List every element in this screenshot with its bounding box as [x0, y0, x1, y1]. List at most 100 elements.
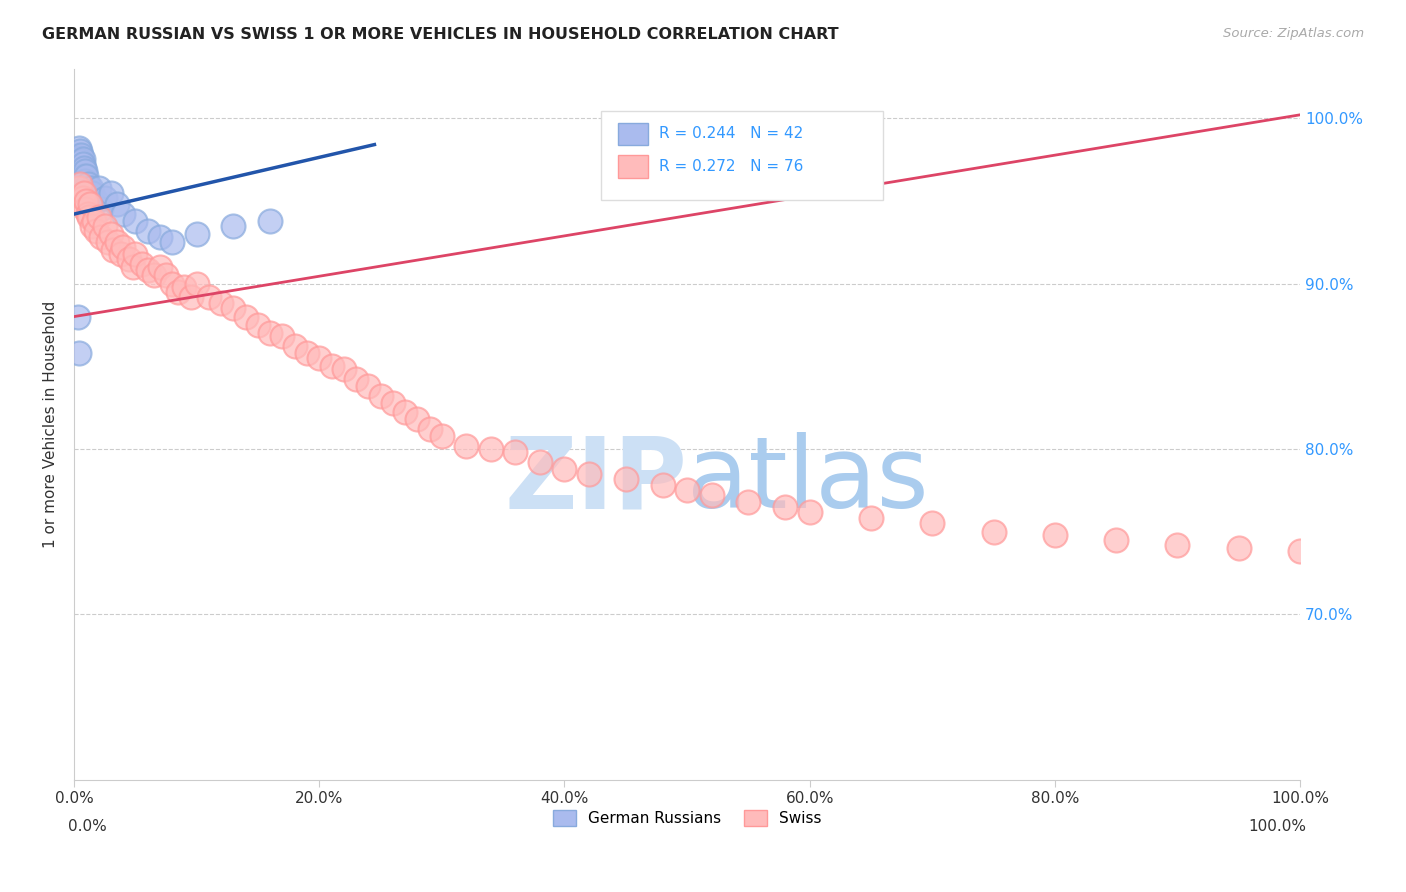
Point — [82, 186, 104, 200]
Point — [75, 180, 97, 194]
Point — [82, 219, 104, 233]
Point — [75, 174, 97, 188]
Point — [308, 351, 330, 365]
Point — [186, 277, 208, 291]
Text: Source: ZipAtlas.com: Source: ZipAtlas.com — [1223, 27, 1364, 40]
Point — [773, 500, 796, 514]
Point — [921, 516, 943, 531]
Point — [72, 190, 94, 204]
Text: R = 0.272   N = 76: R = 0.272 N = 76 — [659, 159, 803, 174]
Point — [103, 244, 125, 258]
Point — [167, 285, 190, 299]
Point — [124, 213, 146, 227]
Point — [381, 395, 404, 409]
Point — [173, 280, 195, 294]
Point — [105, 197, 128, 211]
Point — [93, 190, 115, 204]
Point — [155, 268, 177, 283]
Point — [406, 412, 429, 426]
Point — [79, 194, 101, 208]
Point — [235, 310, 257, 324]
Point — [70, 197, 93, 211]
Point — [131, 257, 153, 271]
Point — [142, 268, 165, 283]
Point — [118, 252, 141, 266]
Text: ZIP: ZIP — [505, 433, 688, 530]
Point — [553, 461, 575, 475]
Point — [271, 329, 294, 343]
Point — [1105, 533, 1128, 547]
Point — [1289, 544, 1312, 558]
Point — [72, 178, 94, 192]
Point — [73, 186, 96, 200]
Point — [66, 147, 89, 161]
Point — [70, 154, 93, 169]
Point — [370, 389, 392, 403]
Point — [578, 467, 600, 481]
Point — [136, 224, 159, 238]
Point — [75, 169, 97, 183]
Point — [87, 180, 110, 194]
Point — [209, 296, 232, 310]
Point — [799, 505, 821, 519]
Point — [295, 346, 318, 360]
Point — [529, 455, 551, 469]
Text: atlas: atlas — [688, 433, 929, 530]
Point — [67, 346, 90, 360]
Point — [75, 202, 97, 216]
Point — [70, 147, 93, 161]
Point — [69, 161, 91, 175]
Point — [73, 180, 96, 194]
Point — [222, 301, 245, 316]
Point — [83, 213, 105, 227]
Point — [344, 372, 367, 386]
Point — [67, 141, 90, 155]
Text: 0.0%: 0.0% — [67, 819, 107, 834]
Point — [84, 194, 107, 208]
Point — [222, 219, 245, 233]
Point — [357, 379, 380, 393]
Point — [66, 310, 89, 324]
Point — [77, 186, 100, 200]
Point — [69, 151, 91, 165]
Point — [93, 219, 115, 233]
FancyBboxPatch shape — [619, 155, 648, 178]
Point — [124, 246, 146, 260]
Point — [77, 211, 100, 225]
Point — [112, 240, 135, 254]
Point — [676, 483, 699, 498]
Point — [419, 422, 441, 436]
Text: GERMAN RUSSIAN VS SWISS 1 OR MORE VEHICLES IN HOUSEHOLD CORRELATION CHART: GERMAN RUSSIAN VS SWISS 1 OR MORE VEHICL… — [42, 27, 839, 42]
Point — [259, 213, 281, 227]
Text: 100.0%: 100.0% — [1249, 819, 1306, 834]
Point — [160, 235, 183, 249]
Point — [90, 202, 112, 216]
Point — [97, 235, 120, 249]
Point — [136, 263, 159, 277]
FancyBboxPatch shape — [619, 122, 648, 145]
Point — [180, 290, 202, 304]
Point — [651, 478, 673, 492]
Point — [505, 445, 527, 459]
Point — [1227, 541, 1250, 555]
Point — [246, 318, 269, 332]
Point — [69, 178, 91, 192]
Point — [859, 511, 882, 525]
Point — [75, 164, 97, 178]
Point — [76, 178, 98, 192]
Point — [79, 197, 101, 211]
Point — [70, 164, 93, 178]
Point — [479, 442, 502, 456]
Point — [84, 224, 107, 238]
Point — [149, 230, 172, 244]
Point — [456, 439, 478, 453]
Point — [90, 230, 112, 244]
Point — [100, 227, 122, 241]
Point — [149, 260, 172, 274]
Point — [76, 207, 98, 221]
Point — [72, 157, 94, 171]
Point — [73, 169, 96, 183]
Point — [737, 495, 759, 509]
Point — [122, 260, 145, 274]
Point — [394, 405, 416, 419]
